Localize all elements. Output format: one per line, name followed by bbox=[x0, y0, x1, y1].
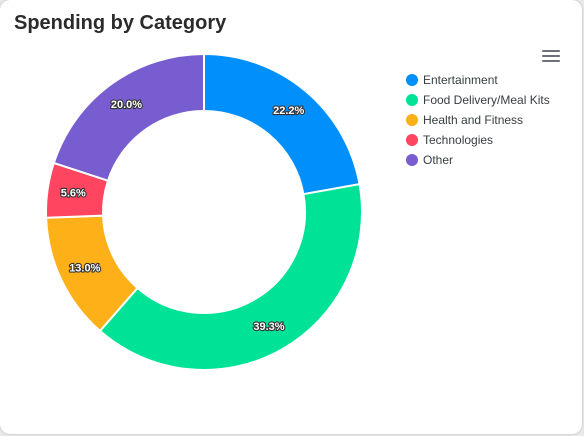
slice-data-label: 39.3% bbox=[253, 321, 284, 333]
hamburger-menu-icon[interactable] bbox=[542, 50, 560, 64]
legend-item[interactable]: Food Delivery/Meal Kits bbox=[406, 90, 550, 110]
legend-marker-icon bbox=[406, 74, 418, 86]
legend-label: Entertainment bbox=[423, 73, 498, 87]
legend-label: Other bbox=[423, 153, 454, 167]
legend-label: Health and Fitness bbox=[423, 113, 524, 127]
legend-marker-icon bbox=[406, 134, 418, 146]
legend-marker-icon bbox=[406, 154, 418, 166]
chart-title: Spending by Category bbox=[14, 12, 227, 34]
slice-data-label: 20.0% bbox=[111, 99, 142, 111]
legend-label: Food Delivery/Meal Kits bbox=[423, 93, 550, 107]
legend-marker-icon bbox=[406, 94, 418, 106]
donut-slice-0[interactable] bbox=[203, 52, 361, 196]
legend-item[interactable]: Entertainment bbox=[406, 70, 550, 90]
legend-label: Technologies bbox=[423, 133, 494, 147]
donut-slice-1[interactable] bbox=[98, 182, 363, 371]
donut-slice-4[interactable] bbox=[52, 52, 205, 182]
legend-item[interactable]: Other bbox=[406, 150, 550, 170]
chart-legend: Entertainment Food Delivery/Meal Kits Heal… bbox=[406, 70, 550, 170]
legend-marker-icon bbox=[406, 114, 418, 126]
slice-data-label: 5.6% bbox=[61, 188, 86, 200]
legend-item[interactable]: Technologies bbox=[406, 130, 550, 150]
legend-item[interactable]: Health and Fitness bbox=[406, 110, 550, 130]
slice-data-label: 13.0% bbox=[69, 263, 100, 275]
slice-data-label: 22.2% bbox=[273, 105, 304, 117]
